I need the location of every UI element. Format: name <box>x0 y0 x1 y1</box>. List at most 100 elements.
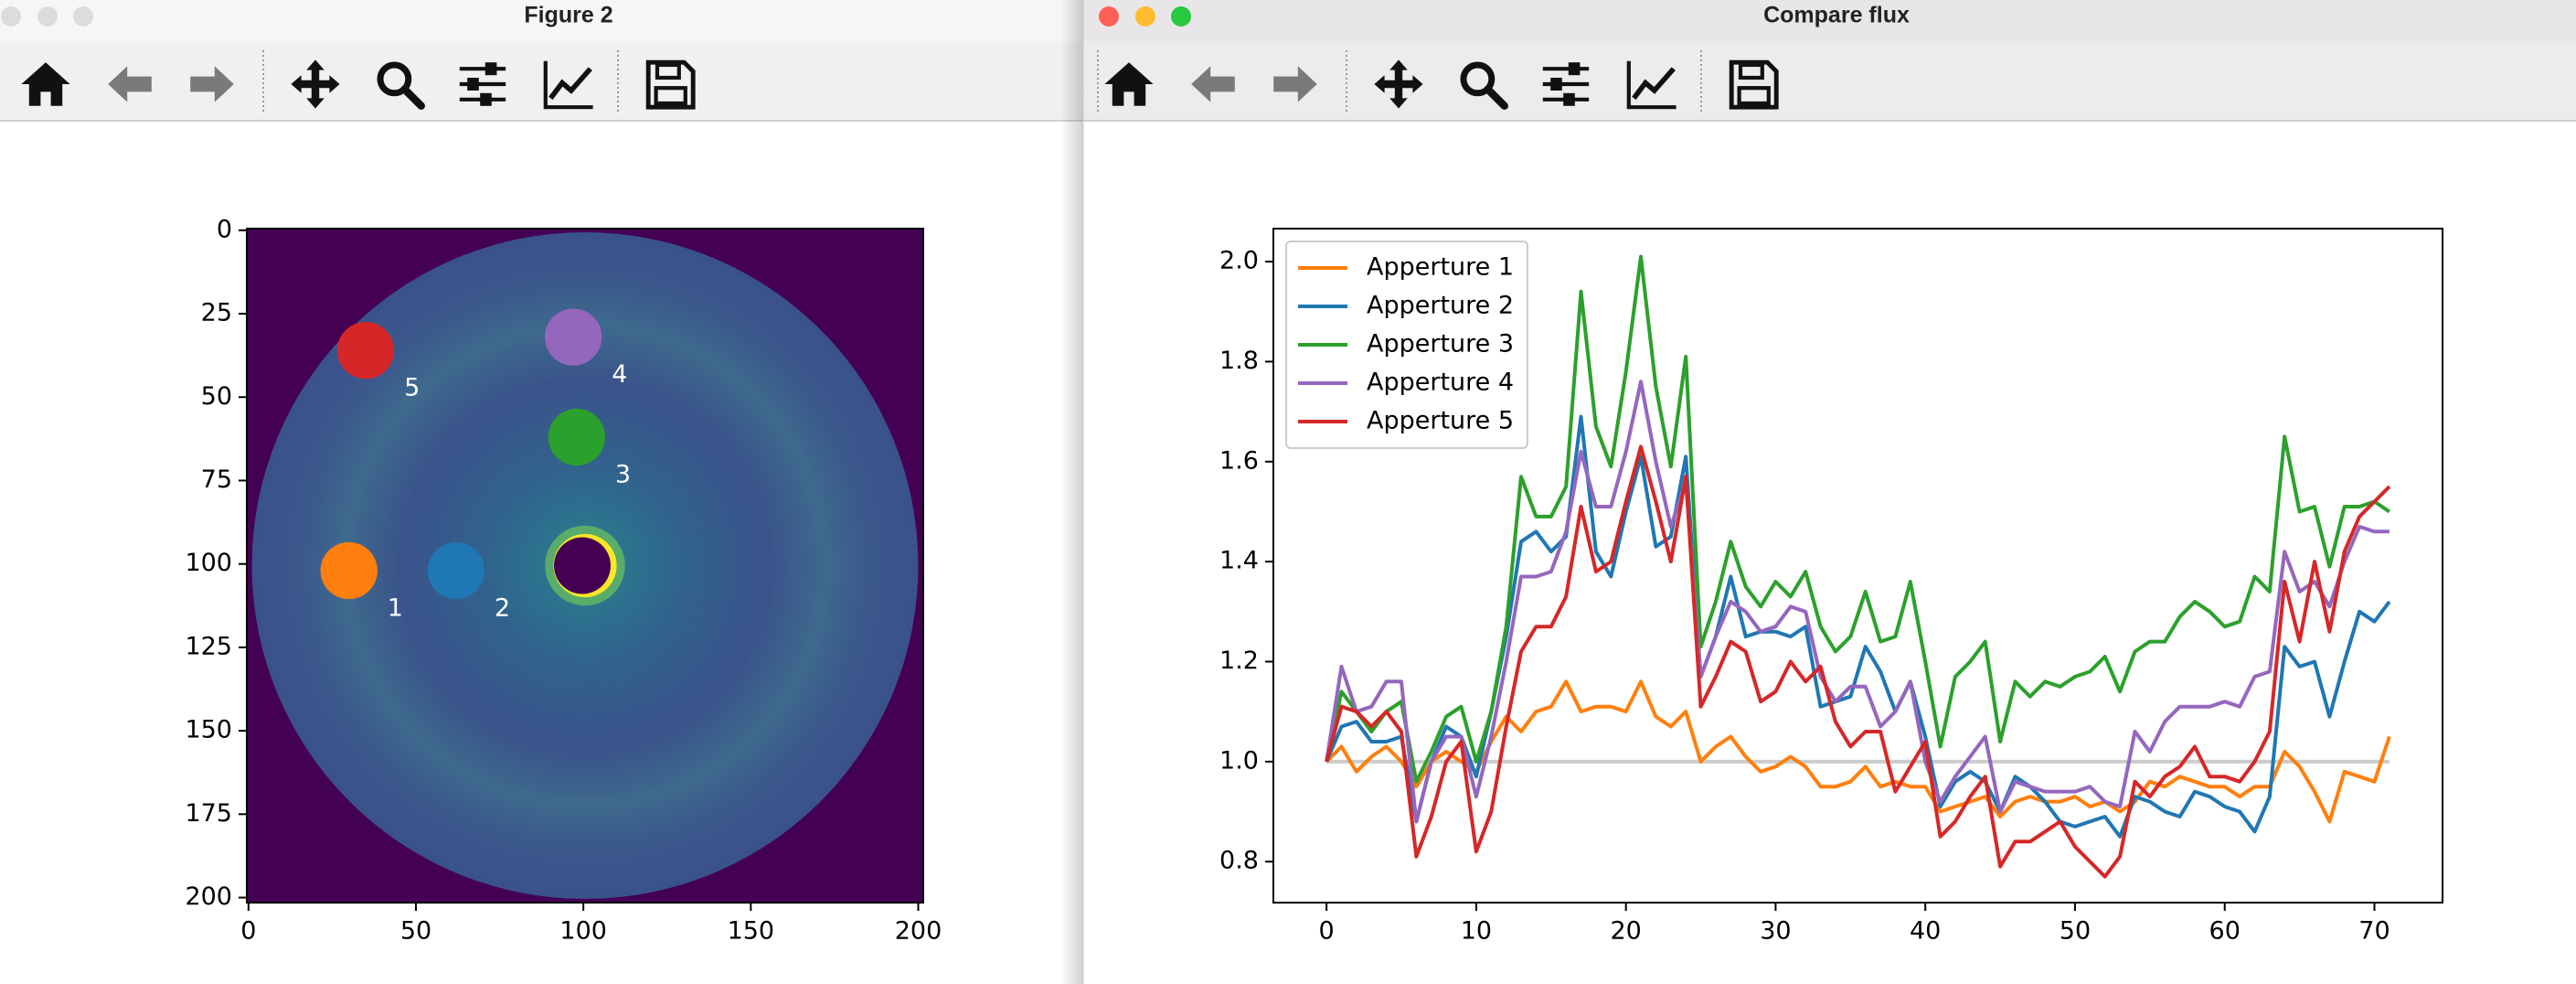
x-tick-label: 10 <box>1461 917 1492 946</box>
aperture-label: 3 <box>615 461 631 489</box>
y-tick-label: 25 <box>201 299 232 327</box>
aperture-label: 1 <box>388 594 403 623</box>
x-tick-label: 0 <box>1319 917 1335 946</box>
zoom-button[interactable] <box>73 6 93 27</box>
home-button[interactable] <box>21 62 70 106</box>
save-icon-shutter <box>655 62 681 80</box>
aperture <box>548 408 605 466</box>
save-button[interactable] <box>645 59 696 110</box>
zoom-icon-handle <box>1484 85 1508 110</box>
zoom-icon-handle <box>400 85 425 110</box>
config-icon-knob <box>1568 62 1581 76</box>
x-tick-label: 70 <box>2358 917 2390 946</box>
series-line <box>1325 254 2391 784</box>
toolbar <box>1083 41 2576 121</box>
series-line <box>1325 380 2390 824</box>
back-icon-shape <box>108 66 152 102</box>
back-icon-shape <box>1191 66 1235 102</box>
x-tick-label: 0 <box>240 917 256 946</box>
config-icon-knob <box>1563 92 1575 106</box>
aperture <box>545 308 602 366</box>
aperture <box>427 541 485 600</box>
config-icon-knob <box>480 92 492 106</box>
title-bar <box>1083 0 2576 41</box>
config-icon-knob <box>484 62 497 76</box>
minimize-button[interactable] <box>1135 6 1155 27</box>
config-button[interactable] <box>459 62 506 106</box>
move-button[interactable] <box>291 59 340 109</box>
legend-label[interactable]: Apperture 1 <box>1367 253 1514 282</box>
zoom-button[interactable] <box>1171 6 1191 27</box>
x-tick-label: 40 <box>1910 917 1941 946</box>
chart-icon-line <box>1632 67 1676 101</box>
axes-frame <box>246 228 924 904</box>
move-icon-shape <box>291 59 340 109</box>
y-tick-label: 200 <box>185 882 232 911</box>
image-hole <box>554 537 611 594</box>
window-body <box>1083 0 2576 984</box>
aperture-label: 5 <box>404 374 420 402</box>
legend-box <box>1285 241 1528 449</box>
zoom-icon-lens <box>377 61 412 97</box>
legend-label[interactable]: Apperture 5 <box>1367 407 1514 435</box>
move-icon-shape <box>1374 59 1423 109</box>
window-compare-flux: Compare flux <box>1083 0 2576 984</box>
x-tick-label: 30 <box>1760 917 1791 946</box>
zoom-button[interactable] <box>1460 61 1508 110</box>
chart-button[interactable] <box>1626 60 1677 110</box>
x-tick-label: 100 <box>559 917 607 946</box>
legend-label[interactable]: Apperture 3 <box>1367 330 1514 358</box>
forward-icon-shape <box>190 66 234 102</box>
title-bar <box>0 0 1083 41</box>
chart-button[interactable] <box>543 60 593 110</box>
aperture <box>336 322 395 380</box>
y-tick-label: 75 <box>201 465 232 494</box>
forward-button[interactable] <box>190 66 234 102</box>
y-tick-label: 150 <box>185 716 232 744</box>
x-tick-label: 60 <box>2209 917 2241 946</box>
window-title: Figure 2 <box>524 3 612 28</box>
window-shadow <box>1060 0 1083 984</box>
window-title: Compare flux <box>1763 3 1910 28</box>
axes-frame <box>1272 228 2443 904</box>
back-button[interactable] <box>1191 66 1235 102</box>
line-chart: Apperture 1 Apperture 2 Apperture 3 Appertu… <box>1219 228 2443 946</box>
back-button[interactable] <box>108 66 152 102</box>
config-icon-knob <box>467 78 479 91</box>
chart-icon-line <box>548 67 592 101</box>
zoom-button[interactable] <box>377 61 425 110</box>
save-icon-body <box>1729 59 1779 110</box>
aperture-label: 2 <box>495 594 510 623</box>
series-line <box>1325 679 2391 824</box>
y-tick-label: 50 <box>201 382 232 411</box>
aperture-label: 4 <box>612 360 627 389</box>
config-button[interactable] <box>1542 62 1590 106</box>
series-line <box>1325 444 2391 879</box>
move-button[interactable] <box>1374 59 1423 109</box>
toolbar <box>0 41 1083 121</box>
minimize-button[interactable] <box>37 6 58 27</box>
y-tick-label: 2.0 <box>1219 247 1259 275</box>
config-icon-knob <box>1550 78 1562 91</box>
legend-label[interactable]: Apperture 4 <box>1367 369 1514 397</box>
y-tick-label: 1.2 <box>1219 647 1259 675</box>
save-button[interactable] <box>1729 59 1779 110</box>
legend-label[interactable]: Apperture 2 <box>1367 292 1514 320</box>
forward-button[interactable] <box>1273 66 1317 102</box>
y-tick-label: 175 <box>185 799 232 828</box>
y-tick-label: 125 <box>185 632 232 660</box>
y-tick-label: 1.8 <box>1219 347 1259 375</box>
chart-icon-axes <box>543 60 593 110</box>
zoom-icon-lens <box>1460 61 1496 97</box>
x-tick-label: 200 <box>895 917 942 946</box>
save-icon-body <box>645 59 696 110</box>
y-tick-label: 1.6 <box>1219 446 1259 475</box>
forward-icon-shape <box>1273 66 1317 102</box>
y-tick-label: 0 <box>217 215 232 243</box>
x-tick-label: 50 <box>400 917 431 946</box>
close-button[interactable] <box>1099 6 1119 27</box>
close-button[interactable] <box>1 6 21 27</box>
y-tick-label: 0.8 <box>1219 847 1259 875</box>
home-icon-shape <box>21 62 70 106</box>
